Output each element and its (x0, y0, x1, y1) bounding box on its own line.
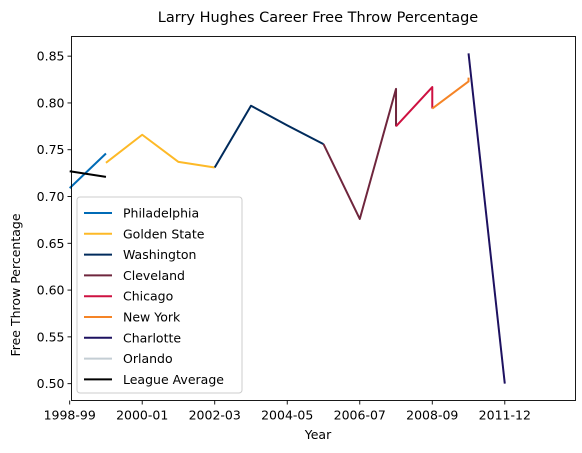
y-tick-label: 0.80 (37, 95, 65, 110)
chart-title: Larry Hughes Career Free Throw Percentag… (158, 10, 479, 26)
x-axis-label: Year (304, 427, 332, 442)
plot-lines (68, 53, 506, 384)
series-line-new-york (431, 77, 470, 110)
legend-label: League Average (123, 372, 224, 387)
x-tick-label: 2008-09 (406, 408, 458, 423)
x-tick-label: 1998-99 (44, 408, 96, 423)
legend-label: New York (123, 310, 181, 325)
legend-items: Philadelphia Golden State Washington Clevel… (84, 206, 224, 387)
y-tick-label: 0.75 (37, 142, 65, 157)
legend: Philadelphia Golden State Washington Clevel… (76, 196, 243, 394)
legend-label: Philadelphia (123, 206, 199, 221)
y-tick-label: 0.50 (37, 376, 65, 391)
x-axis: 1998-99 2000-01 2002-03 2004-05 2006-07 2008-… (44, 400, 531, 423)
y-tick-label: 0.85 (37, 49, 65, 64)
series-line-charlotte (467, 53, 506, 384)
series-line-chicago (395, 86, 434, 128)
x-tick-label: 2004-05 (261, 408, 313, 423)
series-line-golden-state (105, 133, 215, 169)
series-line-league-average (69, 170, 107, 178)
x-tick-label: 2002-03 (189, 408, 241, 423)
y-tick-label: 0.70 (37, 189, 65, 204)
legend-label: Orlando (123, 351, 173, 366)
y-tick-label: 0.65 (37, 236, 65, 251)
x-tick-label: 2006-07 (334, 408, 386, 423)
x-tick-label: 2000-01 (116, 408, 168, 423)
legend-label: Charlotte (123, 330, 181, 345)
y-tick-label: 0.55 (37, 329, 65, 344)
series-line-philadelphia (68, 152, 107, 189)
legend-box (76, 196, 243, 394)
legend-label: Chicago (123, 289, 173, 304)
plot-frame (71, 36, 576, 401)
legend-label: Cleveland (123, 268, 185, 283)
legend-label: Golden State (123, 226, 205, 241)
series-line-washington (213, 104, 324, 169)
y-tick-label: 0.60 (37, 283, 65, 298)
y-axis-label: Free Throw Percentage (8, 213, 23, 356)
x-tick-label: 2011-12 (479, 408, 531, 423)
series-line-cleveland (322, 87, 398, 220)
legend-label: Washington (123, 247, 196, 262)
y-axis: 0.50 0.55 0.60 0.65 0.70 0.75 0.80 0.85 (37, 49, 72, 391)
